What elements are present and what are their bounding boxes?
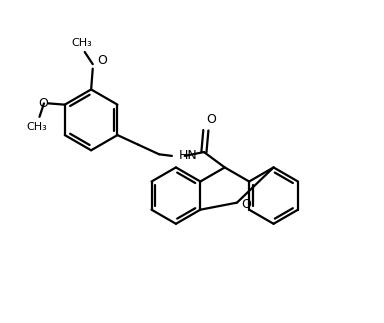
- Text: O: O: [97, 54, 107, 68]
- Text: CH₃: CH₃: [26, 122, 47, 132]
- Text: O: O: [241, 198, 251, 211]
- Text: HN: HN: [179, 150, 197, 162]
- Text: O: O: [38, 97, 48, 110]
- Text: O: O: [207, 113, 216, 126]
- Text: CH₃: CH₃: [71, 38, 92, 48]
